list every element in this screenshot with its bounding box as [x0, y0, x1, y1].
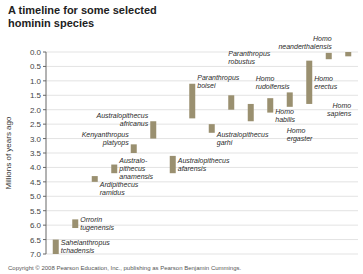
- bar-label-line: neanderthalensis: [278, 43, 332, 50]
- bar-label-line: Orrorin: [80, 216, 102, 223]
- bar-label-line: ramidus: [100, 189, 125, 196]
- bar-label: Sahelanthropustchadensis: [61, 239, 111, 254]
- bar-label: Australo-pithecusanamensis: [118, 157, 153, 180]
- bar: [53, 240, 59, 254]
- bar-label-line: Ardipithecus: [99, 181, 139, 189]
- grid-line: [46, 124, 358, 125]
- tick-label: 3.0: [30, 135, 42, 144]
- bar-label: Homosapiens: [327, 102, 352, 118]
- bar-label-line: robustus: [228, 58, 255, 65]
- bars: [53, 52, 352, 254]
- bar-label-line: Australo-: [118, 157, 148, 164]
- bar-label-line: Homo: [256, 75, 275, 82]
- bar-label-line: Kenyanthropus: [82, 131, 130, 139]
- grid-line: [46, 109, 358, 110]
- bar-label-line: africanus: [120, 120, 149, 127]
- bar-label-line: tchadensis: [61, 247, 95, 254]
- bar-label-line: afarensis: [178, 165, 207, 172]
- bar-label: Kenyanthropusplatyops: [82, 131, 130, 147]
- bar: [150, 121, 156, 138]
- bar-label: Australopithecusafarensis: [177, 157, 230, 172]
- axis-label: Millions of years ago: [4, 116, 13, 189]
- bar-label: Homoneanderthalensis: [278, 35, 332, 50]
- bar-label: Homohabilis: [275, 108, 295, 123]
- bar: [111, 165, 117, 174]
- bar-label-line: habilis: [275, 116, 295, 123]
- grid-line: [46, 52, 358, 53]
- bar-label: Homorudolfensis: [256, 75, 290, 90]
- tick-label: 2.5: [30, 120, 42, 129]
- title-line: A timeline for some selected: [8, 4, 157, 16]
- axis-line: [46, 52, 47, 254]
- bar: [228, 95, 234, 109]
- bar-label-line: Sahelanthropus: [61, 239, 111, 247]
- bar-label-line: pithecus: [118, 165, 146, 173]
- bar-label: Paranthropusrobustus: [228, 50, 271, 65]
- bar-label: Australopithecusgarhi: [216, 131, 269, 147]
- annotation: Copyright © 2008 Pearson Education, Inc.…: [8, 265, 242, 271]
- bar: [287, 92, 293, 106]
- grid-line: [46, 196, 358, 197]
- bar-label-line: Homo: [314, 75, 333, 82]
- bar-label-line: Homo: [333, 102, 352, 109]
- tick-label: 4.0: [30, 163, 42, 172]
- grid: [46, 52, 358, 254]
- bar-label-line: erectus: [314, 83, 337, 90]
- bar-label-line: Australopithecus: [95, 112, 148, 120]
- y-axis: 0.0 0.5 1.0 1.5 2.0 2.5 3.0 3.5 4.0 4.5 5.0 5.5 6.0 6…: [30, 48, 46, 259]
- bar-label-line: Australopithecus: [216, 131, 269, 139]
- grid-line: [46, 153, 358, 154]
- bar-label: Homoergaster: [287, 127, 313, 143]
- bar-label-line: Homo: [313, 35, 332, 42]
- bar: [267, 98, 273, 112]
- title-line: hominin species: [8, 17, 94, 29]
- bar-label-line: Paranthropus: [197, 74, 240, 82]
- bar-label-line: Homo: [287, 127, 306, 134]
- bar-label: Australopithecusafricanus: [95, 112, 148, 127]
- bar: [248, 104, 254, 121]
- bar: [170, 156, 176, 173]
- tick-label: 0.0: [30, 48, 42, 57]
- bar-label: Paranthropusboisei: [197, 74, 240, 89]
- title: A timeline for some selectedhominin spec…: [8, 4, 157, 29]
- grid-line: [46, 210, 358, 211]
- tick-label: 5.5: [30, 207, 42, 216]
- bar-label-line: garhi: [217, 139, 233, 147]
- tick-label: 6.5: [30, 236, 42, 245]
- bar-label-line: Homo: [275, 108, 294, 115]
- bar: [189, 84, 195, 119]
- bar-label-line: tugenensis: [80, 224, 114, 232]
- tick-label: 2.0: [30, 106, 42, 115]
- bar: [345, 52, 351, 56]
- tick-label: 1.0: [30, 77, 42, 86]
- bar: [92, 176, 98, 182]
- bar: [131, 144, 137, 153]
- tick-label: 6.0: [30, 221, 42, 230]
- bar-label-line: Australopithecus: [177, 157, 230, 165]
- bar: [72, 219, 78, 228]
- tick-label: 5.0: [30, 192, 42, 201]
- tick-label: 7.0: [30, 250, 42, 259]
- bar-label-line: platyops: [102, 139, 130, 147]
- bar-label: Orrorintugenensis: [80, 216, 114, 232]
- bar: [209, 124, 215, 133]
- bar: [306, 61, 312, 104]
- bar-label: Ardipithecusramidus: [99, 181, 139, 196]
- chart: A timeline for some selectedhominin spec…: [0, 0, 363, 274]
- bar-label-line: sapiens: [327, 110, 352, 118]
- tick-label: 3.5: [30, 149, 42, 158]
- bar-label-line: ergaster: [287, 135, 313, 143]
- bar-label-line: boisei: [197, 82, 216, 89]
- tick-label: 0.5: [30, 62, 42, 71]
- bar-label: Homoerectus: [314, 75, 337, 90]
- bar: [326, 53, 332, 59]
- bar-label-line: anamensis: [119, 173, 153, 180]
- tick-label: 4.5: [30, 178, 42, 187]
- bar-label-line: rudolfensis: [256, 83, 290, 90]
- bar-labels: Sahelanthropustchadensis Orrorintugenensi…: [61, 35, 352, 254]
- bar-label-line: Paranthropus: [228, 50, 271, 58]
- tick-label: 1.5: [30, 91, 42, 100]
